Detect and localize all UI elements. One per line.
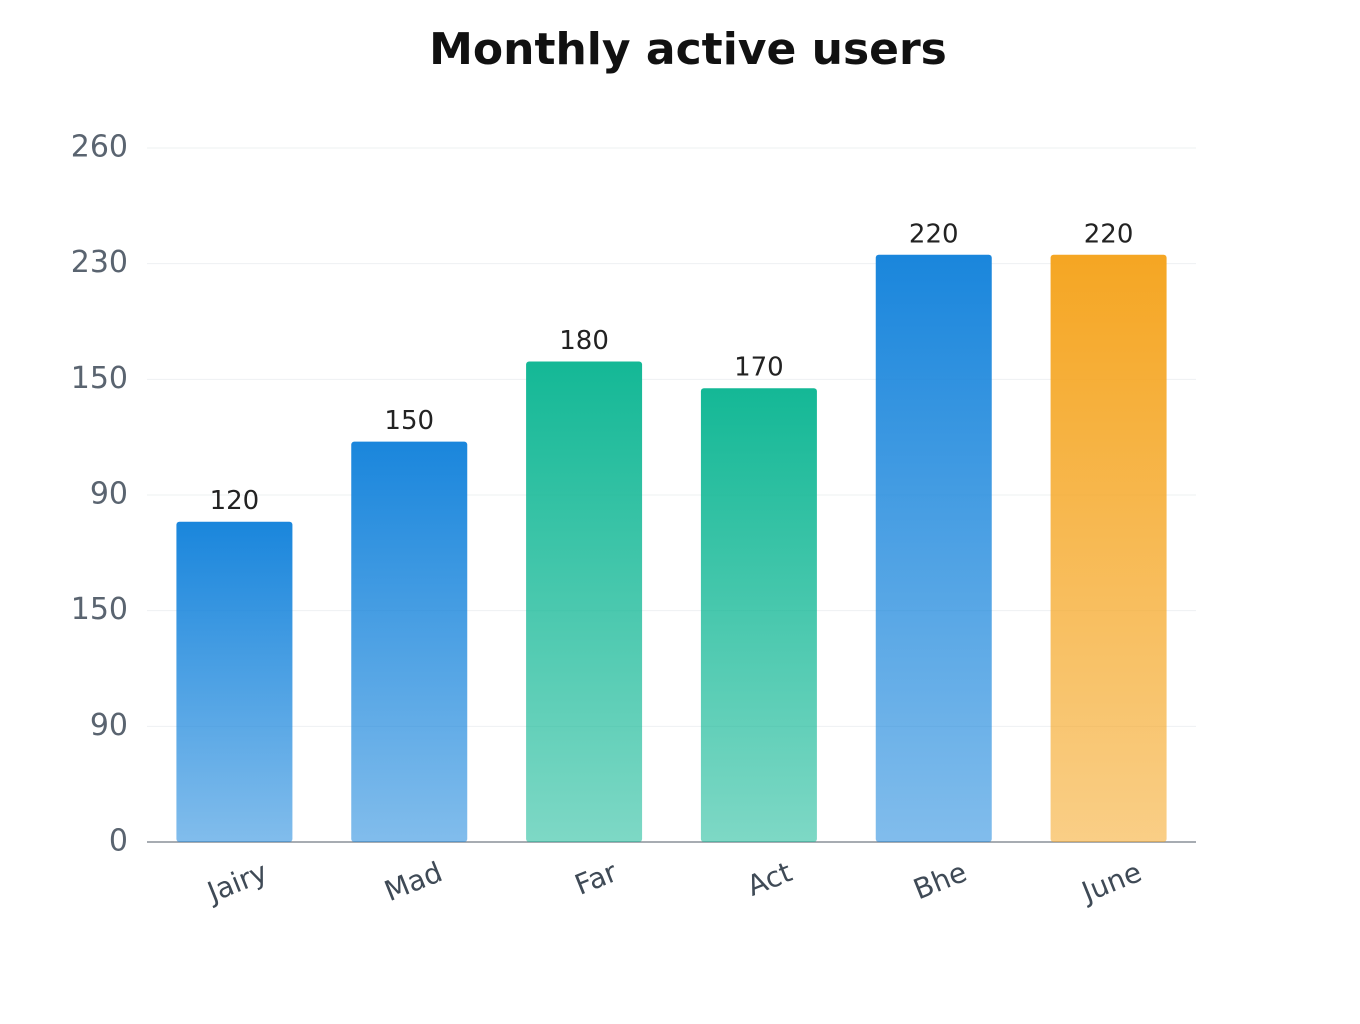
bar	[176, 521, 293, 842]
x-tick-label: Act	[742, 855, 796, 902]
bar	[526, 361, 643, 842]
y-tick-label: 0	[109, 824, 128, 859]
x-tick-label: June	[1075, 855, 1146, 909]
value-label: 180	[559, 326, 609, 356]
y-tick-label: 230	[71, 245, 128, 280]
x-tick-label: Jairy	[201, 855, 272, 909]
x-tick-label: Bhe	[909, 855, 972, 906]
x-tick-label: Far	[570, 855, 622, 902]
value-label: 220	[1084, 219, 1134, 249]
value-label: 150	[384, 406, 434, 436]
y-tick-label: 150	[71, 592, 128, 627]
bar	[700, 388, 817, 842]
y-tick-label: 150	[71, 361, 128, 396]
y-tick-label: 90	[90, 708, 128, 743]
y-tick-label: 260	[71, 130, 128, 165]
value-label: 120	[210, 486, 260, 516]
bar	[875, 254, 992, 842]
bar	[351, 441, 468, 842]
value-label: 220	[909, 219, 959, 249]
bar	[1050, 254, 1167, 842]
x-tick-label: Mad	[380, 855, 447, 908]
value-label: 170	[734, 353, 784, 383]
y-tick-label: 90	[90, 477, 128, 512]
chart-title: Monthly active users	[429, 24, 947, 75]
